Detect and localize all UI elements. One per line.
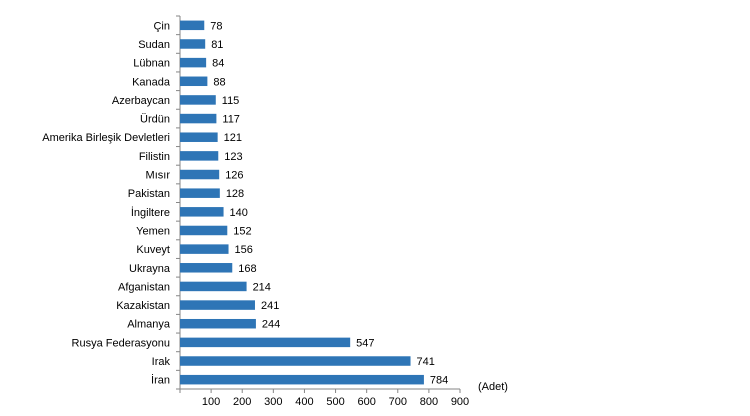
value-label: 84 xyxy=(212,58,224,70)
x-tick-label: 300 xyxy=(264,396,282,408)
category-label: Amerika Birleşik Devletleri xyxy=(42,132,170,144)
category-label: İran xyxy=(151,374,170,387)
category-label: Irak xyxy=(152,356,171,368)
x-tick-label: 100 xyxy=(202,396,220,408)
category-label: Pakistan xyxy=(128,188,170,200)
bar xyxy=(180,169,220,180)
value-label: 152 xyxy=(233,225,251,237)
bar xyxy=(180,281,247,292)
bar xyxy=(180,337,351,348)
value-label: 741 xyxy=(417,356,435,368)
x-tick-label: 900 xyxy=(451,396,469,408)
bar xyxy=(180,20,205,31)
value-label: 126 xyxy=(225,170,243,182)
bar xyxy=(180,300,255,310)
value-label: 117 xyxy=(222,114,240,126)
category-label: Yemen xyxy=(136,225,170,237)
category-label: Mısır xyxy=(146,170,171,182)
value-label: 214 xyxy=(253,281,271,293)
value-labels: 78 81 84 88 115 117 121 123 126 128 140 152 156 168 21… xyxy=(210,20,448,386)
bar xyxy=(180,207,224,217)
value-label: 156 xyxy=(235,244,253,256)
x-tick-label: 800 xyxy=(420,396,438,408)
value-label: 547 xyxy=(356,337,374,349)
bar xyxy=(180,57,207,68)
value-label: 123 xyxy=(224,151,242,163)
category-labels: Çin Sudan Lübnan Kanada Azerbaycan Ürdün Ameri… xyxy=(42,20,171,386)
bar xyxy=(180,151,219,161)
value-label: 784 xyxy=(430,375,448,387)
x-tick-labels: 100 200 300 400 500 600 700 800 900 xyxy=(202,396,469,408)
x-tick-label: 200 xyxy=(233,396,251,408)
bar xyxy=(180,39,206,49)
category-label: İngiltere xyxy=(131,206,170,219)
bar xyxy=(180,244,229,254)
bar xyxy=(180,318,256,329)
value-label: 241 xyxy=(261,300,279,312)
category-label: Almanya xyxy=(127,319,171,331)
bar xyxy=(180,76,208,87)
category-label: Sudan xyxy=(138,39,170,51)
bar xyxy=(180,225,228,236)
category-label: Kuveyt xyxy=(136,244,170,256)
value-label: 168 xyxy=(238,263,256,275)
x-tick-label: 400 xyxy=(295,396,313,408)
category-label: Lübnan xyxy=(133,58,170,70)
bar xyxy=(180,113,217,124)
unit-label: (Adet) xyxy=(478,381,508,393)
value-label: 115 xyxy=(222,95,240,107)
bar xyxy=(180,374,424,385)
value-label: 81 xyxy=(211,39,223,51)
x-tick-label: 700 xyxy=(389,396,407,408)
category-label: Filistin xyxy=(139,151,170,163)
value-label: 121 xyxy=(224,132,242,144)
chart-axes xyxy=(176,15,461,393)
category-label: Kanada xyxy=(132,76,171,88)
chart-bars xyxy=(180,20,424,385)
category-label: Afganistan xyxy=(118,281,170,293)
category-label: Azerbaycan xyxy=(112,95,170,107)
value-label: 88 xyxy=(213,76,225,88)
value-label: 140 xyxy=(230,207,248,219)
x-tick-label: 500 xyxy=(326,396,344,408)
bar xyxy=(180,188,220,198)
bar xyxy=(180,356,411,366)
bar xyxy=(180,95,216,105)
category-label: Rusya Federasyonu xyxy=(72,337,170,349)
x-tick-label: 600 xyxy=(357,396,375,408)
category-label: Kazakistan xyxy=(116,300,170,312)
value-label: 244 xyxy=(262,319,280,331)
category-label: Ürdün xyxy=(140,114,170,126)
category-label: Ukrayna xyxy=(129,263,171,275)
bar xyxy=(180,132,218,142)
value-label: 128 xyxy=(226,188,244,200)
value-label: 78 xyxy=(210,20,222,32)
category-label: Çin xyxy=(153,20,170,32)
bar xyxy=(180,263,233,273)
